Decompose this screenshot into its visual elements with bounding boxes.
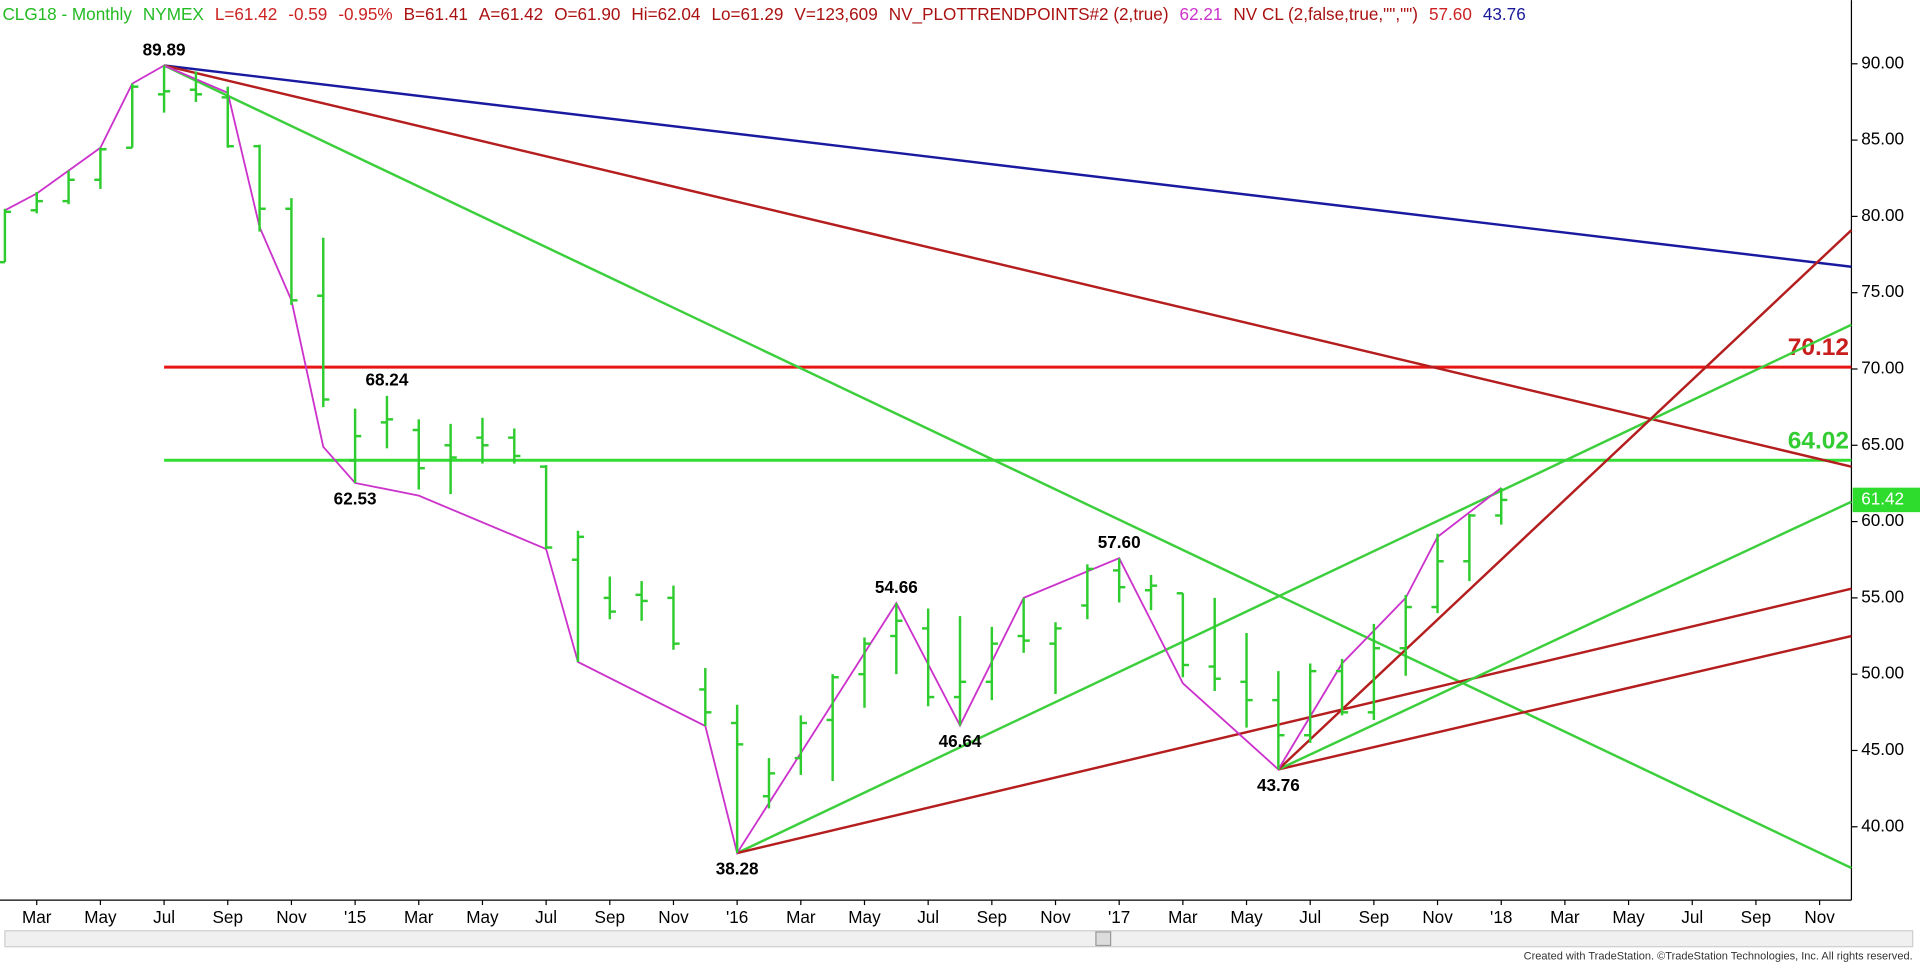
x-tick-label: Mar bbox=[786, 907, 816, 927]
pivot-label: 68.24 bbox=[366, 370, 409, 390]
y-tick-label: 80.00 bbox=[1861, 205, 1904, 225]
x-tick-label: Mar bbox=[1550, 907, 1580, 927]
header-item: 57.60 bbox=[1429, 3, 1472, 23]
y-tick-label: 85.00 bbox=[1861, 129, 1904, 149]
pivot-label: 46.64 bbox=[939, 731, 982, 751]
last-price-box bbox=[1852, 487, 1920, 513]
x-tick-label: Nov bbox=[1804, 907, 1835, 927]
header-item: Lo=61.29 bbox=[711, 3, 783, 23]
x-tick-label: Jul bbox=[917, 907, 939, 927]
x-tick-label: Sep bbox=[213, 907, 243, 927]
header-item: Hi=62.04 bbox=[631, 3, 701, 23]
x-tick-label: Mar bbox=[22, 907, 52, 927]
x-tick-label: May bbox=[1230, 907, 1263, 927]
x-tick-label: Sep bbox=[1741, 907, 1771, 927]
x-tick-label: '18 bbox=[1490, 907, 1512, 927]
level-label: 70.12 bbox=[1788, 334, 1849, 361]
scrollbar[interactable] bbox=[4, 930, 1914, 948]
header-item: -0.95% bbox=[338, 3, 392, 23]
x-tick-label: Jul bbox=[153, 907, 175, 927]
x-tick-label: May bbox=[84, 907, 117, 927]
x-tick-label: May bbox=[848, 907, 881, 927]
trendline bbox=[1278, 634, 1852, 771]
header-item: O=61.90 bbox=[554, 3, 620, 23]
y-tick-label: 90.00 bbox=[1861, 52, 1904, 72]
x-tick-label: '16 bbox=[726, 907, 748, 927]
header-item: CLG18 - Monthly bbox=[2, 3, 132, 23]
x-tick-label: Jul bbox=[535, 907, 557, 927]
header: CLG18 - Monthly NYMEX L=61.42 -0.59 -0.95% B=… bbox=[2, 3, 1525, 23]
x-tick-label: Mar bbox=[1168, 907, 1198, 927]
pivot-label: 89.89 bbox=[143, 39, 186, 59]
y-tick-label: 65.00 bbox=[1861, 434, 1904, 454]
level-label: 64.02 bbox=[1788, 427, 1849, 454]
header-item: NV_PLOTTRENDPOINTS#2 (2,true) bbox=[889, 3, 1169, 23]
trendline bbox=[163, 64, 1852, 268]
header-item: B=61.41 bbox=[404, 3, 468, 23]
x-tick-label: Nov bbox=[658, 907, 689, 927]
x-tick-label: Jul bbox=[1681, 907, 1703, 927]
pivot-label: 43.76 bbox=[1257, 775, 1300, 795]
header-item: NV CL (2,false,true,"","") bbox=[1233, 3, 1418, 23]
x-tick-label: Sep bbox=[595, 907, 625, 927]
header-item: -0.59 bbox=[288, 3, 327, 23]
pivot-label: 62.53 bbox=[334, 489, 377, 509]
y-tick-label: 60.00 bbox=[1861, 510, 1904, 530]
header-item: 62.21 bbox=[1180, 3, 1223, 23]
pivot-label: 54.66 bbox=[875, 577, 918, 597]
y-tick-label: 40.00 bbox=[1861, 815, 1904, 835]
y-tick-label: 55.00 bbox=[1861, 586, 1904, 606]
x-tick-label: Mar bbox=[404, 907, 434, 927]
header-item: V=123,609 bbox=[794, 3, 877, 23]
pivot-label: 38.28 bbox=[716, 859, 759, 879]
trendline bbox=[1277, 500, 1852, 771]
y-tick-label: 70.00 bbox=[1861, 358, 1904, 378]
x-tick-label: '15 bbox=[344, 907, 366, 927]
header-item: NYMEX bbox=[143, 3, 204, 23]
x-tick-label: '17 bbox=[1108, 907, 1130, 927]
y-tick-label: 45.00 bbox=[1861, 739, 1904, 759]
pivot-label: 57.60 bbox=[1098, 532, 1141, 552]
header-item: 43.76 bbox=[1483, 3, 1526, 23]
x-tick-label: Jul bbox=[1299, 907, 1321, 927]
scrollbar-thumb[interactable] bbox=[1095, 931, 1112, 947]
x-tick-label: Sep bbox=[977, 907, 1007, 927]
x-tick-label: Nov bbox=[276, 907, 307, 927]
x-tick-label: Nov bbox=[1040, 907, 1071, 927]
x-tick-label: May bbox=[1612, 907, 1645, 927]
x-tick-label: Sep bbox=[1359, 907, 1389, 927]
swing-line bbox=[4, 64, 1502, 856]
footer: Created with TradeStation. ©TradeStation… bbox=[1524, 950, 1913, 962]
header-item: A=61.42 bbox=[479, 3, 543, 23]
last-price-label: 61.42 bbox=[1861, 488, 1904, 508]
trendline bbox=[736, 587, 1852, 855]
y-tick-label: 75.00 bbox=[1861, 281, 1904, 301]
trendline bbox=[163, 64, 1852, 468]
x-tick-label: May bbox=[466, 907, 499, 927]
trendline bbox=[163, 64, 1852, 870]
trendline bbox=[736, 323, 1852, 855]
header-item: L=61.42 bbox=[215, 3, 277, 23]
y-tick-label: 50.00 bbox=[1861, 663, 1904, 683]
x-tick-label: Nov bbox=[1422, 907, 1453, 927]
